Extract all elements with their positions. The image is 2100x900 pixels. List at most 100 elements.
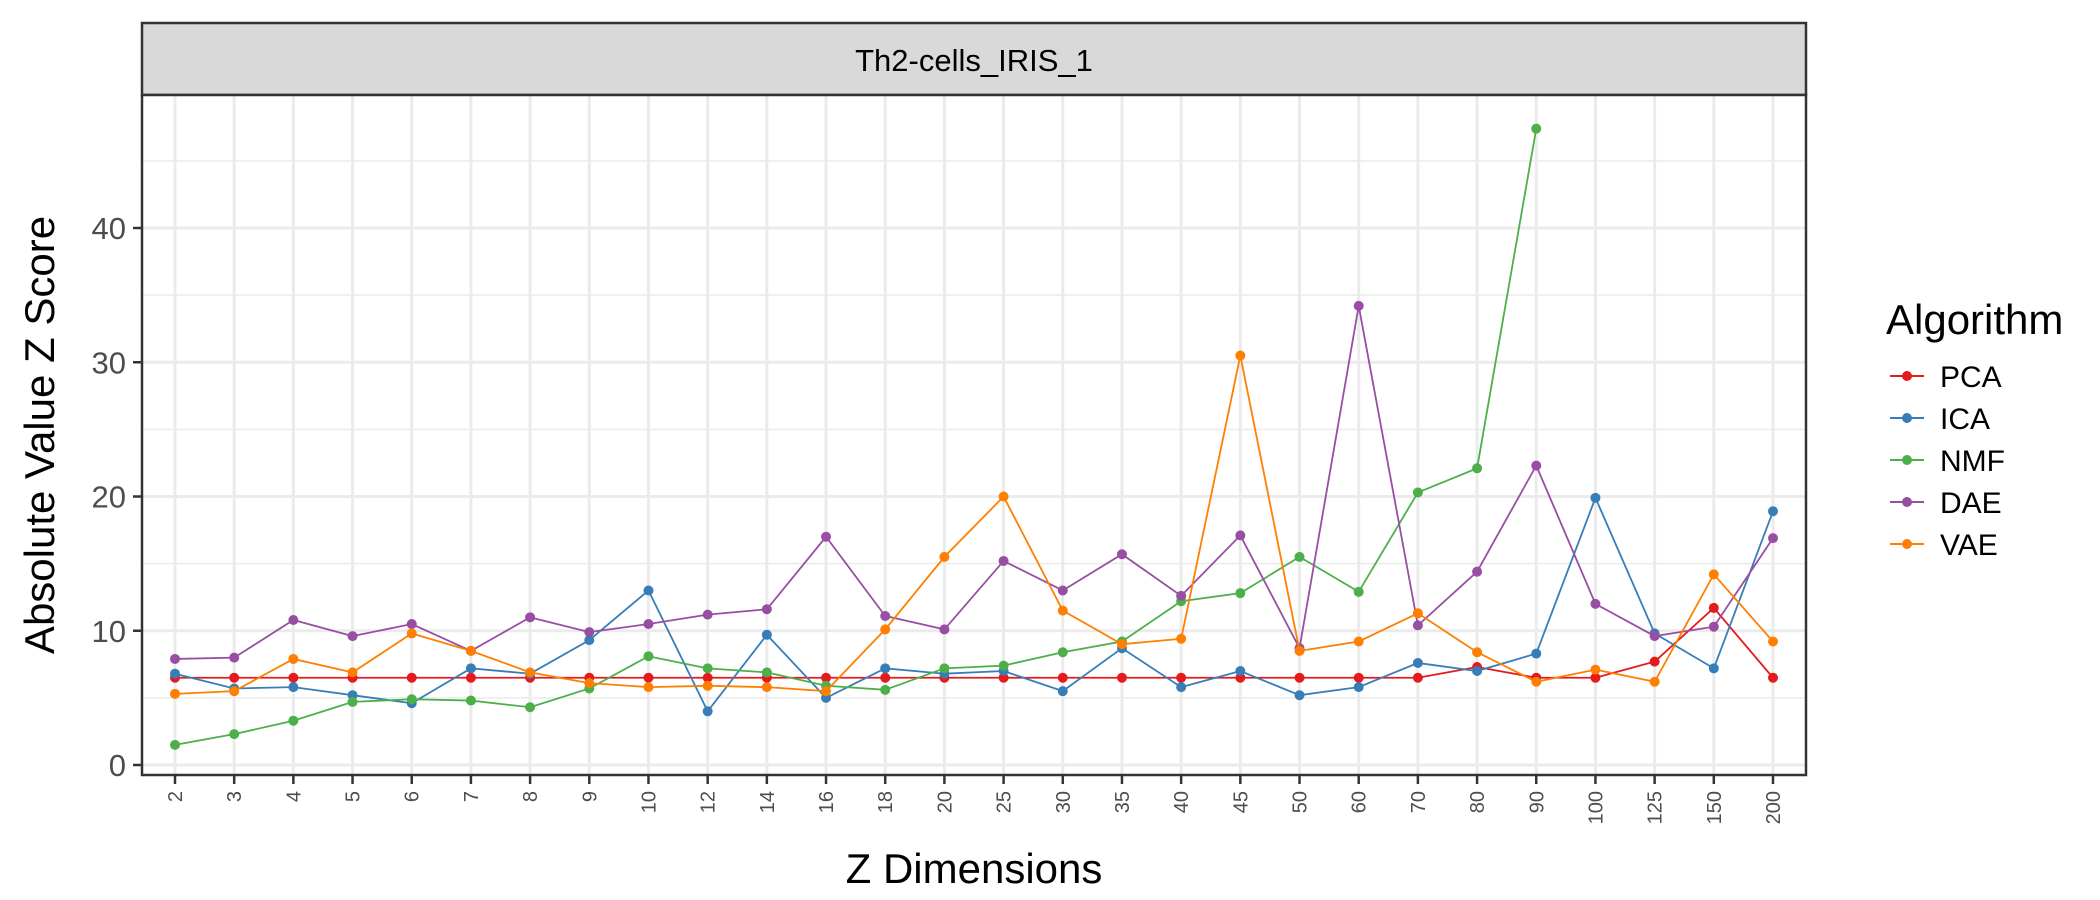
data-point-pca bbox=[1590, 672, 1601, 683]
legend-item-pca: PCA bbox=[1890, 361, 2002, 394]
data-point-ica bbox=[1531, 648, 1542, 659]
data-point-pca bbox=[229, 672, 240, 683]
data-point-pca bbox=[288, 672, 299, 683]
data-point-ica bbox=[643, 585, 654, 596]
legend-title: Algorithm bbox=[1886, 296, 2063, 343]
data-point-ica bbox=[1294, 690, 1305, 701]
data-point-ica bbox=[880, 663, 891, 674]
data-point-vae bbox=[288, 653, 299, 664]
data-point-vae bbox=[821, 686, 832, 697]
data-point-ica bbox=[1768, 506, 1778, 517]
data-point-ica bbox=[288, 682, 299, 693]
data-point-ica bbox=[170, 668, 180, 679]
data-point-nmf bbox=[998, 660, 1009, 671]
data-point-vae bbox=[1649, 676, 1660, 687]
data-point-dae bbox=[998, 555, 1009, 566]
data-point-nmf bbox=[1412, 487, 1423, 498]
y-axis: 0 10 20 30 40 bbox=[92, 211, 142, 783]
data-point-nmf bbox=[939, 663, 950, 674]
data-point-nmf bbox=[702, 663, 713, 674]
data-point-ica bbox=[1057, 686, 1068, 697]
data-point-vae bbox=[170, 688, 180, 699]
series-line-pca bbox=[175, 606, 1774, 679]
data-point-dae bbox=[525, 612, 536, 623]
x-tick-label: 12 bbox=[698, 791, 720, 813]
data-point-vae bbox=[1353, 636, 1364, 647]
data-point-ica bbox=[1353, 682, 1364, 693]
legend-key-point bbox=[1902, 539, 1912, 549]
series-ica bbox=[170, 492, 1778, 717]
legend-item-dae: DAE bbox=[1890, 487, 2002, 520]
data-point-vae bbox=[1294, 645, 1305, 656]
data-point-dae bbox=[170, 653, 180, 664]
series-layer bbox=[170, 123, 1778, 750]
data-point-pca bbox=[1768, 672, 1778, 683]
data-point-dae bbox=[761, 604, 772, 615]
data-point-ica bbox=[1412, 657, 1423, 668]
data-point-ica bbox=[1472, 666, 1483, 677]
x-tick-label: 60 bbox=[1349, 791, 1371, 813]
x-tick-label: 5 bbox=[343, 791, 365, 802]
x-tick-label: 16 bbox=[816, 791, 838, 813]
series-line-nmf bbox=[174, 128, 1538, 746]
data-point-ica bbox=[1708, 663, 1719, 674]
legend-label-nmf: NMF bbox=[1940, 445, 2005, 478]
data-point-nmf bbox=[170, 739, 180, 750]
legend-label-vae: VAE bbox=[1940, 529, 1998, 562]
x-tick-label: 50 bbox=[1290, 791, 1312, 813]
legend-label-pca: PCA bbox=[1940, 361, 2002, 394]
y-axis-title: Absolute Value Z Score bbox=[16, 216, 63, 654]
x-tick-label: 80 bbox=[1467, 791, 1489, 813]
x-tick-label: 125 bbox=[1645, 791, 1667, 824]
data-point-vae bbox=[1472, 647, 1483, 658]
series-line-vae bbox=[174, 355, 1774, 695]
data-point-dae bbox=[1708, 621, 1719, 632]
data-point-dae bbox=[1531, 460, 1542, 471]
facet-title: Th2-cells_IRIS_1 bbox=[855, 43, 1093, 78]
data-point-vae bbox=[1412, 608, 1423, 619]
data-point-ica bbox=[1235, 666, 1246, 677]
x-tick-label: 90 bbox=[1526, 791, 1548, 813]
data-point-nmf bbox=[288, 715, 299, 726]
x-tick-label: 200 bbox=[1763, 791, 1785, 824]
data-point-dae bbox=[1235, 530, 1246, 541]
data-point-pca bbox=[1176, 672, 1187, 683]
data-point-vae bbox=[1176, 633, 1187, 644]
data-point-nmf bbox=[1235, 588, 1246, 599]
data-point-nmf bbox=[643, 651, 654, 662]
data-point-dae bbox=[1353, 300, 1364, 311]
x-tick-label: 7 bbox=[461, 791, 483, 802]
y-tick-label: 30 bbox=[92, 345, 126, 380]
data-point-vae bbox=[347, 667, 358, 678]
panel-background bbox=[142, 95, 1806, 775]
y-tick-label: 40 bbox=[92, 211, 126, 246]
data-point-vae bbox=[1531, 676, 1542, 687]
legend-key-point bbox=[1902, 455, 1912, 465]
legend-key-point bbox=[1902, 497, 1912, 507]
x-tick-label: 4 bbox=[283, 791, 305, 802]
grid-lines bbox=[142, 95, 1806, 775]
x-tick-label: 70 bbox=[1408, 791, 1430, 813]
y-tick-label: 20 bbox=[92, 480, 126, 515]
data-point-vae bbox=[465, 645, 476, 656]
x-tick-label: 9 bbox=[579, 791, 601, 802]
legend-item-ica: ICA bbox=[1890, 403, 1990, 436]
series-line-ica bbox=[174, 495, 1774, 713]
data-point-dae bbox=[229, 652, 240, 663]
data-point-dae bbox=[643, 619, 654, 630]
data-point-dae bbox=[939, 624, 950, 635]
series-line-dae bbox=[174, 305, 1774, 660]
data-point-nmf bbox=[1531, 123, 1542, 134]
data-point-vae bbox=[998, 491, 1009, 502]
data-point-dae bbox=[1472, 566, 1483, 577]
x-tick-label: 3 bbox=[224, 791, 246, 802]
x-axis: 2 3 4 5 6 7 8 9 10 12 14 16 18 20 25 30 35 40 45 50 60 70 80 90… bbox=[165, 775, 1785, 824]
data-point-dae bbox=[1768, 533, 1778, 544]
data-point-pca bbox=[702, 672, 713, 683]
data-point-vae bbox=[643, 682, 654, 693]
data-point-pca bbox=[465, 672, 476, 683]
plot-panel bbox=[142, 95, 1806, 775]
x-tick-label: 20 bbox=[934, 791, 956, 813]
